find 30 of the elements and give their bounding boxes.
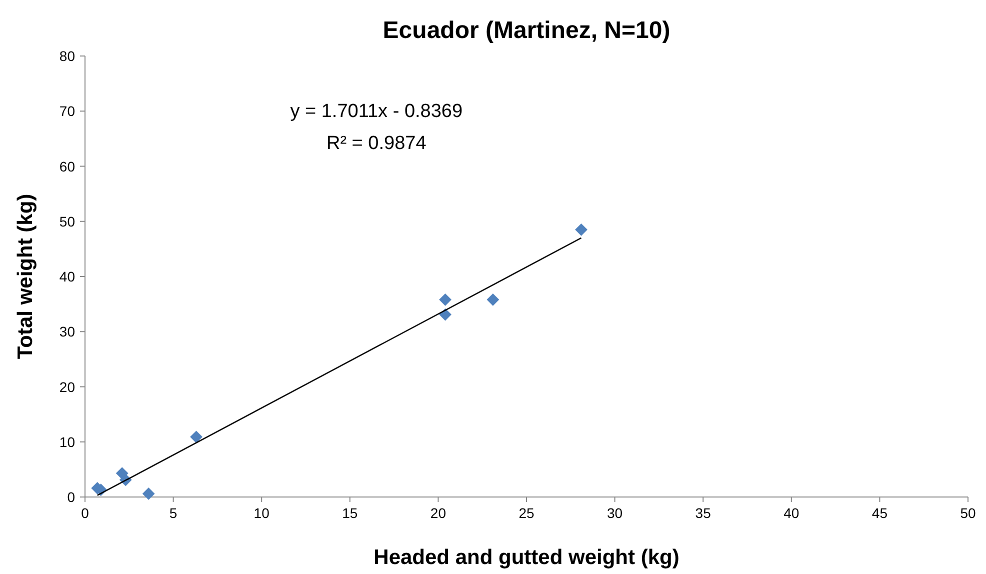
x-tick-label: 35 <box>695 505 712 521</box>
x-tick-label: 50 <box>960 505 976 521</box>
chart-title: Ecuador (Martinez, N=10) <box>382 17 670 44</box>
y-tick-label: 20 <box>59 378 76 395</box>
y-tick-label: 0 <box>67 489 76 505</box>
point <box>142 487 155 500</box>
x-tick-label: 45 <box>872 505 888 521</box>
point <box>486 293 500 306</box>
y-tick-label: 60 <box>59 158 76 174</box>
x-tick-label: 30 <box>607 505 623 521</box>
y-tick-label: 10 <box>59 434 76 450</box>
y-tick-label: 70 <box>59 103 76 120</box>
point <box>575 223 588 236</box>
x-tick-label: 15 <box>342 505 358 521</box>
y-tick-label: 30 <box>59 324 76 340</box>
x-tick-label: 0 <box>81 505 90 521</box>
point <box>190 430 202 444</box>
x-tick-label: 10 <box>254 505 270 521</box>
annotation: y = 1.7011x - 0.8369 <box>290 101 463 122</box>
point <box>439 293 452 306</box>
x-tick-label: 5 <box>169 505 178 521</box>
y-tick-label: 50 <box>59 213 76 230</box>
x-axis-title: Headed and gutted weight (kg) <box>374 546 680 569</box>
x-tick-label: 25 <box>518 505 534 521</box>
y-axis-title: Total weight (kg) <box>14 194 37 360</box>
x-tick-label: 40 <box>784 505 800 521</box>
y-tick-label: 80 <box>59 48 76 64</box>
y-tick-label: 40 <box>59 268 76 284</box>
annotation: R² = 0.9874 <box>326 133 427 154</box>
x-tick-label: 20 <box>430 505 446 521</box>
